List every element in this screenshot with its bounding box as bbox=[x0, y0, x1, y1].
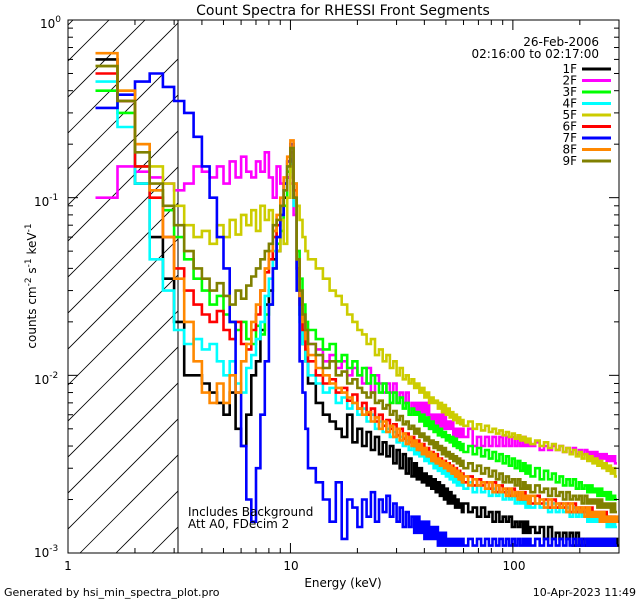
time-range-label: 02:16:00 to 02:17:00 bbox=[472, 47, 599, 61]
background-note: Includes Background bbox=[188, 505, 313, 519]
x-tick-label-10: 10 bbox=[283, 559, 298, 573]
legend-label-6F: 6F bbox=[562, 120, 577, 134]
axis-ticks bbox=[67, 19, 620, 554]
generated-date: 10-Apr-2023 11:49 bbox=[533, 586, 636, 599]
hatch-line bbox=[68, 22, 178, 134]
hatch-line bbox=[68, 382, 178, 494]
legend-label-2F: 2F bbox=[562, 74, 577, 88]
y-tick-label-1e0: 100 bbox=[40, 15, 61, 31]
hatch-line bbox=[68, 20, 110, 62]
y-tick-label-1e-3: 10-3 bbox=[34, 544, 58, 560]
legend-label-3F: 3F bbox=[562, 85, 577, 99]
y-axis-label: counts cm-2 s-1 keV-1 bbox=[24, 223, 39, 348]
series-7F bbox=[95, 72, 617, 547]
legend-label-8F: 8F bbox=[562, 143, 577, 157]
hatch-line bbox=[68, 202, 178, 314]
y-tick-label-1e-2: 10-2 bbox=[34, 371, 58, 387]
generated-by: Generated by hsi_min_spectra_plot.pro bbox=[4, 586, 220, 599]
legend-label-9F: 9F bbox=[562, 154, 577, 168]
plot-frame bbox=[67, 19, 620, 554]
y-tick-label-1e-1: 10-1 bbox=[34, 193, 58, 209]
series-layer bbox=[95, 51, 619, 547]
hatch-line bbox=[68, 346, 178, 458]
chart-title: Count Spectra for RHESSI Front Segments bbox=[196, 3, 490, 19]
x-axis-label: Energy (keV) bbox=[304, 576, 381, 590]
date-label: 26-Feb-2006 bbox=[523, 35, 599, 49]
legend-label-4F: 4F bbox=[562, 97, 577, 111]
x-tick-label-100: 100 bbox=[503, 559, 526, 573]
legend-label-7F: 7F bbox=[562, 131, 577, 145]
hatch-line bbox=[68, 418, 178, 530]
attenuator-note: Att A0, FDecim 2 bbox=[188, 517, 289, 531]
legend-label-1F: 1F bbox=[562, 62, 577, 76]
series-9F bbox=[95, 64, 617, 514]
hatch-line bbox=[68, 166, 178, 278]
series-8F bbox=[95, 51, 619, 523]
legend-label-5F: 5F bbox=[562, 108, 577, 122]
x-tick-label-1: 1 bbox=[64, 559, 72, 573]
